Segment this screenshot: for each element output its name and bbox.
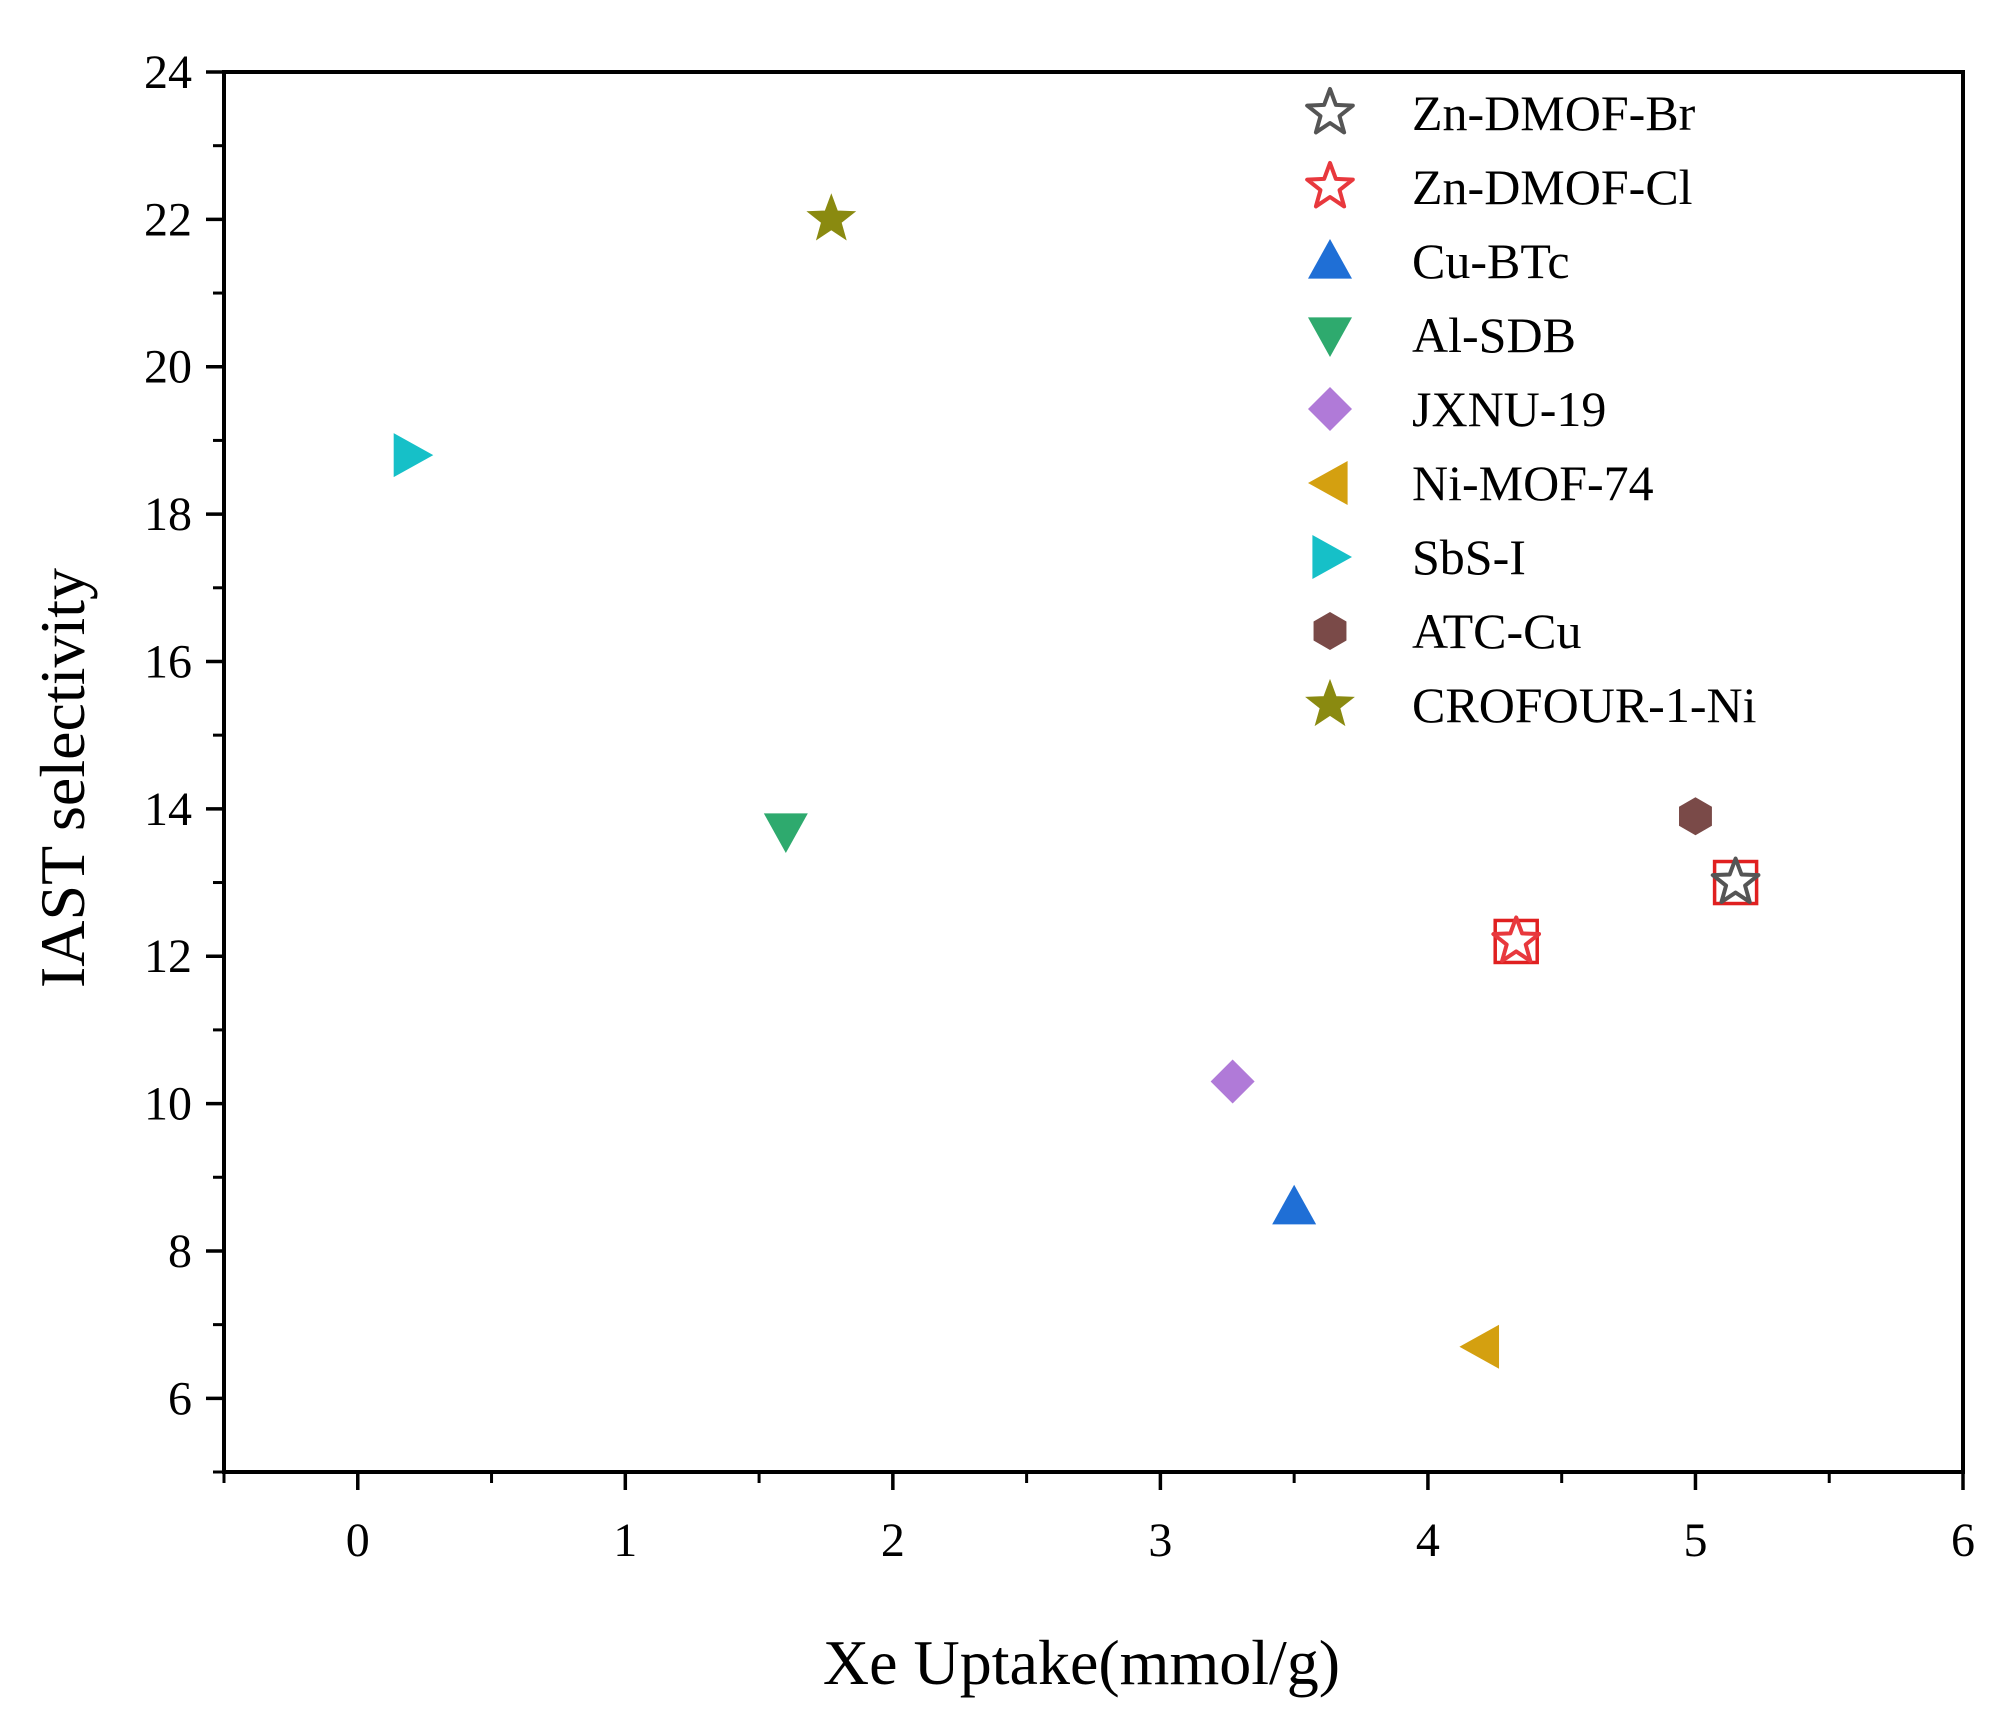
y-tick-label: 12	[144, 930, 192, 983]
point-jxnu-19	[1210, 1059, 1255, 1104]
x-tick-label: 0	[346, 1514, 370, 1567]
legend-marker-sbs-i	[1312, 535, 1352, 579]
y-axis-title: IAST selectivity	[27, 568, 98, 988]
y-tick-label: 18	[144, 488, 192, 541]
legend-marker-zn-dmof-cl	[1305, 161, 1355, 209]
plot-frame	[222, 70, 1965, 1474]
y-axis-ticks: 6 8 10 12 14 16 18 20 22 24	[144, 46, 224, 1474]
legend-label-zn-dmof-br: Zn-DMOF-Br	[1412, 85, 1696, 141]
legend-marker-atc-cu	[1313, 612, 1347, 650]
legend-label-cu-btc: Cu-BTc	[1412, 233, 1570, 289]
y-tick-label: 8	[168, 1225, 192, 1278]
legend-marker-jxnu-19	[1308, 387, 1352, 431]
legend-label-zn-dmof-cl: Zn-DMOF-Cl	[1412, 159, 1693, 215]
point-zn-dmof-cl	[1491, 915, 1542, 963]
legend-marker-cu-btc	[1308, 239, 1352, 279]
x-tick-label: 5	[1683, 1514, 1707, 1567]
plot-border	[222, 70, 1965, 1474]
legend-marker-ni-mof-74	[1308, 461, 1348, 505]
y-tick-label: 16	[144, 635, 192, 688]
y-tick-label: 14	[144, 783, 192, 836]
legend-marker-al-sdb	[1308, 317, 1352, 357]
legend-label-sbs-i: SbS-I	[1412, 529, 1526, 585]
legend-marker-crofour-1-ni	[1305, 678, 1355, 727]
legend-label-jxnu-19: JXNU-19	[1412, 381, 1606, 437]
legend-label-atc-cu: ATC-Cu	[1412, 603, 1581, 659]
legend: Zn-DMOF-Br Zn-DMOF-Cl Cu-BTc Al-SDB JXNU-19 N…	[1305, 85, 1756, 733]
point-ni-mof-74	[1459, 1324, 1500, 1369]
y-tick-label: 20	[144, 341, 192, 394]
point-al-sdb	[763, 813, 808, 853]
point-atc-cu	[1679, 797, 1712, 836]
y-tick-label: 6	[168, 1372, 192, 1425]
x-tick-label: 2	[881, 1514, 905, 1567]
y-tick-label: 22	[144, 193, 192, 246]
x-axis-title: Xe Uptake(mmol/g)	[823, 1627, 1340, 1698]
x-tick-label: 4	[1416, 1514, 1440, 1567]
x-tick-label: 1	[613, 1514, 637, 1567]
data-points	[393, 193, 1761, 1369]
x-tick-label: 3	[1148, 1514, 1172, 1567]
point-zn-dmof-br	[1710, 856, 1761, 904]
legend-label-ni-mof-74: Ni-MOF-74	[1412, 455, 1654, 511]
point-cu-btc	[1272, 1184, 1317, 1225]
legend-label-crofour-1-ni: CROFOUR-1-Ni	[1412, 677, 1756, 733]
y-tick-label: 24	[144, 46, 192, 99]
point-crofour-1-ni	[806, 193, 857, 241]
legend-label-al-sdb: Al-SDB	[1412, 307, 1576, 363]
x-axis-ticks: 0 1 2 3 4 5 6	[222, 1472, 1975, 1567]
y-tick-label: 10	[144, 1078, 192, 1131]
legend-marker-zn-dmof-br	[1305, 87, 1355, 135]
point-sbs-i	[393, 433, 434, 478]
x-tick-label: 6	[1951, 1514, 1975, 1567]
